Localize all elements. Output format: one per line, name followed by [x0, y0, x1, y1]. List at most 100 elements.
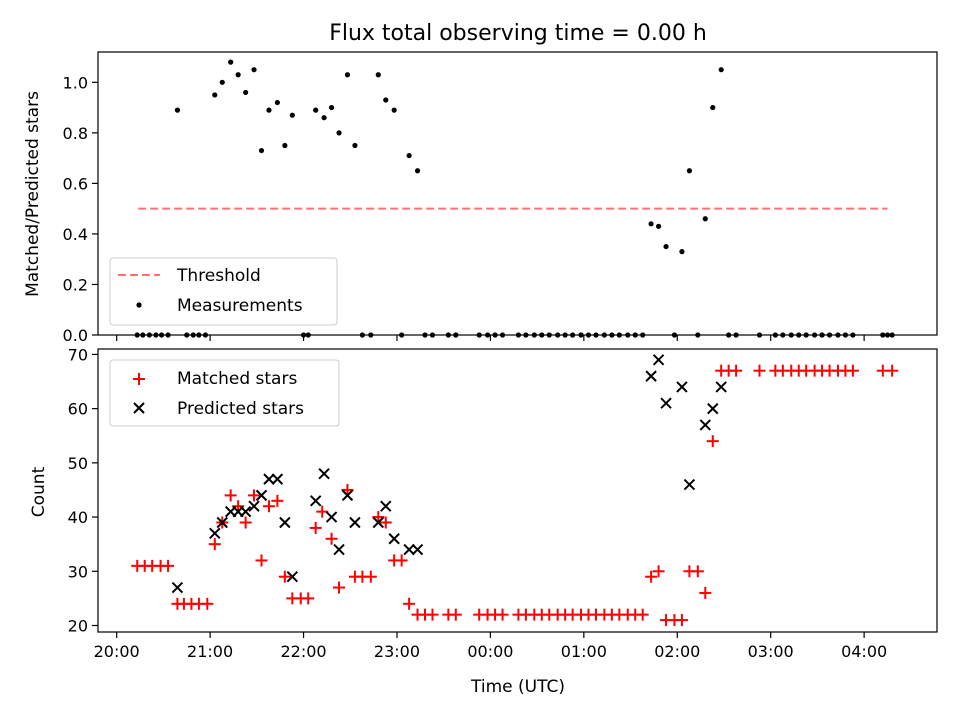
predicted-stars-point: [652, 354, 665, 366]
predicted-stars-point: [318, 467, 330, 480]
matched-stars-point: [426, 608, 439, 621]
count-panel: 20 30 40 50 60 70 20:00 21:00 22:00 23:00 00:00 01…: [29, 345, 938, 697]
count-legend-box: [109, 359, 340, 427]
measurement-point: [391, 107, 397, 113]
matched-legend-label: Matched stars: [177, 369, 297, 389]
count-x-tick-label: 03:00: [748, 642, 794, 661]
measurement-point: [702, 216, 708, 222]
matched-stars-point: [364, 570, 377, 583]
measurement-point: [710, 104, 716, 111]
measurement-point: [718, 67, 724, 73]
count-legend: Matched stars Predicted stars: [109, 359, 340, 427]
predicted-stars-point: [341, 489, 354, 502]
predicted-stars-point: [699, 419, 712, 431]
top-chart-title: Flux total observing time = 0.00 h: [329, 21, 707, 46]
measurement-point: [274, 99, 280, 106]
count-x-tick-label: 02:00: [654, 642, 700, 661]
predicted-stars-point: [239, 505, 252, 518]
predicted-stars-point: [403, 543, 415, 556]
matched-stars-point: [675, 614, 688, 627]
predicted-stars-point: [380, 500, 392, 512]
predicted-stars-point: [171, 581, 184, 594]
matched-stars-point: [645, 570, 658, 583]
matched-stars-point: [333, 581, 346, 594]
ratio-y-tick-label: 1.0: [63, 73, 88, 92]
measurement-point: [251, 67, 257, 73]
predicted-legend-swatch: [133, 402, 145, 414]
count-y-axis-label: Count: [29, 466, 49, 517]
matched-legend-swatch: [133, 373, 145, 385]
matched-stars-point: [162, 559, 175, 572]
matched-stars-point: [271, 494, 284, 507]
ratio-y-tick-label: 0.8: [63, 124, 88, 143]
count-x-tick-label: 01:00: [561, 642, 607, 661]
measurement-point: [336, 130, 342, 136]
ratio-y-tick-label: 0.0: [63, 326, 88, 345]
count-x-tick-label: 20:00: [94, 642, 140, 661]
measurement-point: [212, 92, 218, 98]
predicted-stars-point: [715, 381, 727, 393]
ratio-legend: Threshold Measurements: [109, 257, 338, 326]
count-y-tick-label: 60: [68, 400, 88, 419]
matched-stars-point: [224, 489, 237, 502]
count-x-tick-label: 04:00: [841, 642, 887, 661]
matched-stars-point: [753, 364, 766, 377]
count-y-tick-label: 70: [68, 345, 88, 364]
measurement-point: [289, 112, 295, 118]
count-x-tick-label: 23:00: [374, 642, 420, 661]
matched-stars-point: [372, 511, 385, 524]
matched-stars-point: [341, 483, 354, 496]
ratio-y-tick-label: 0.4: [63, 225, 88, 244]
measurement-point: [228, 59, 234, 65]
matched-stars-point: [886, 364, 899, 377]
matched-stars-point: [201, 597, 214, 610]
count-x-tick-label: 00:00: [467, 642, 513, 661]
predicted-stars-point: [279, 516, 291, 529]
measurement-point: [414, 168, 421, 174]
matched-stars-point: [232, 500, 245, 513]
matched-stars-point: [208, 538, 221, 551]
ratio-panel: 0.0 0.2 0.4 0.6 0.8 1.0 Matched/Predicted sta…: [23, 51, 938, 345]
matched-stars-point: [496, 608, 509, 621]
measurement-point: [321, 115, 327, 121]
matched-stars-point: [395, 554, 408, 567]
threshold-legend-label: Threshold: [176, 266, 261, 286]
ratio-y-axis-label: Matched/Predicted stars: [23, 91, 43, 297]
measurement-point: [375, 72, 381, 78]
measurement-point: [174, 107, 181, 113]
predicted-legend-label: Predicted stars: [177, 399, 304, 419]
measurement-point: [352, 142, 358, 149]
predicted-stars-point: [216, 516, 228, 529]
measurement-point: [383, 97, 389, 103]
predicted-stars-point: [263, 473, 275, 485]
matched-stars-point: [706, 435, 719, 448]
predicted-stars-point: [388, 533, 400, 545]
count-y-tick-label: 30: [68, 562, 88, 581]
matched-stars-point: [302, 592, 315, 605]
matched-stars-point: [262, 500, 275, 513]
count-y-tick-label: 50: [68, 454, 88, 473]
predicted-stars-point: [286, 570, 299, 583]
predicted-stars-point: [411, 543, 424, 556]
matched-stars-point: [730, 364, 743, 377]
count-y-tick-label: 40: [68, 508, 88, 527]
measurements-legend-label: Measurements: [177, 296, 303, 316]
predicted-stars-point: [349, 516, 361, 529]
measurement-point: [679, 249, 685, 255]
predicted-stars-point: [209, 527, 221, 540]
predicted-stars-point: [248, 500, 260, 512]
count-x-axis-label: Time (UTC): [470, 677, 565, 697]
matched-stars-point: [316, 505, 329, 518]
predicted-stars-point: [325, 511, 338, 523]
matched-stars-point: [278, 570, 291, 583]
matched-stars-point: [325, 532, 338, 545]
measurement-point: [344, 72, 351, 78]
count-y-tick-label: 20: [68, 616, 88, 635]
ratio-plot-frame: [97, 51, 938, 336]
matched-stars-point: [309, 521, 322, 534]
matched-stars-point: [699, 586, 712, 599]
measurement-point: [282, 142, 288, 149]
measurement-point: [219, 79, 225, 85]
measurement-point: [663, 243, 669, 250]
